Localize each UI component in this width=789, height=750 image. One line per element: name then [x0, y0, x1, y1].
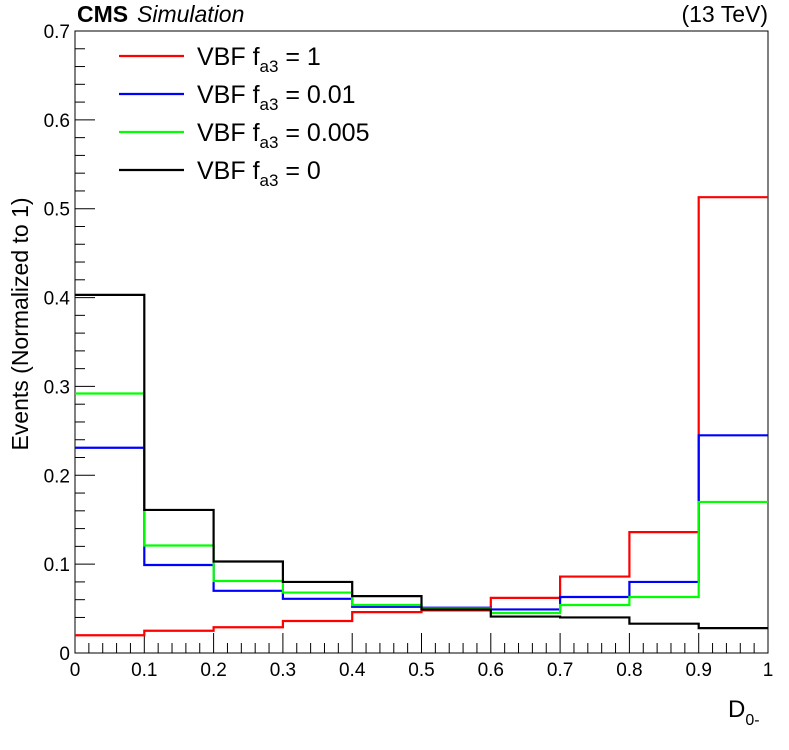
legend: VBF fa3 = 1 VBF fa3 = 0.01 VBF fa3 = 0.005…: [119, 43, 370, 190]
y-tick-label: 0.6: [44, 111, 70, 132]
x-tick-label: 0.4: [339, 660, 366, 681]
y-tick-label: 0.4: [44, 289, 71, 310]
x-tick-label: 0.5: [408, 660, 434, 681]
tick-labels: 0 0.1 0.2 0.3 0.4 0.5 0.6 0.7 0.8 0.9 1 0 0.1 0.2 0.3 0…: [44, 22, 774, 681]
x-tick-label: 0.1: [131, 660, 157, 681]
series-line-0: [75, 196, 768, 637]
x-axis-title-main: D: [728, 696, 745, 723]
y-tick-label: 0.7: [44, 22, 70, 43]
series-line-2: [75, 392, 768, 615]
x-tick-label: 0.8: [616, 660, 642, 681]
y-tick-label: 0.2: [44, 466, 70, 487]
legend-label-0: VBF fa3 = 1: [197, 43, 321, 76]
series-line-3: [75, 293, 768, 630]
experiment-label: CMS: [77, 1, 128, 27]
legend-label-2: VBF fa3 = 0.005: [197, 119, 370, 152]
legend-label-3: VBF fa3 = 0: [197, 157, 321, 190]
y-axis-title: Events (Normalized to 1): [7, 197, 33, 450]
y-tick-label: 0: [59, 644, 70, 665]
x-tick-label: 0.2: [200, 660, 226, 681]
plot-frame: [74, 30, 769, 654]
y-tick-label: 0.1: [44, 555, 70, 576]
series-layer: [75, 196, 768, 637]
x-tick-label: 0.9: [685, 660, 711, 681]
status-label: Simulation: [137, 1, 244, 27]
legend-label-1: VBF fa3 = 0.01: [197, 81, 356, 114]
series-line-1: [75, 434, 768, 611]
energy-label: (13 TeV): [681, 1, 768, 27]
svg-text:D0-: D0-: [728, 696, 760, 729]
x-tick-label: 0.3: [270, 660, 296, 681]
x-axis-title: D0-: [728, 696, 760, 729]
y-tick-label: 0.5: [44, 200, 70, 221]
axis-ticks: [74, 30, 769, 654]
x-tick-label: 0: [70, 660, 81, 681]
x-axis-title-sub: 0-: [745, 712, 759, 729]
x-tick-label: 0.7: [547, 660, 573, 681]
x-tick-label: 0.6: [478, 660, 504, 681]
x-tick-label: 1: [763, 660, 774, 681]
y-tick-label: 0.3: [44, 377, 70, 398]
